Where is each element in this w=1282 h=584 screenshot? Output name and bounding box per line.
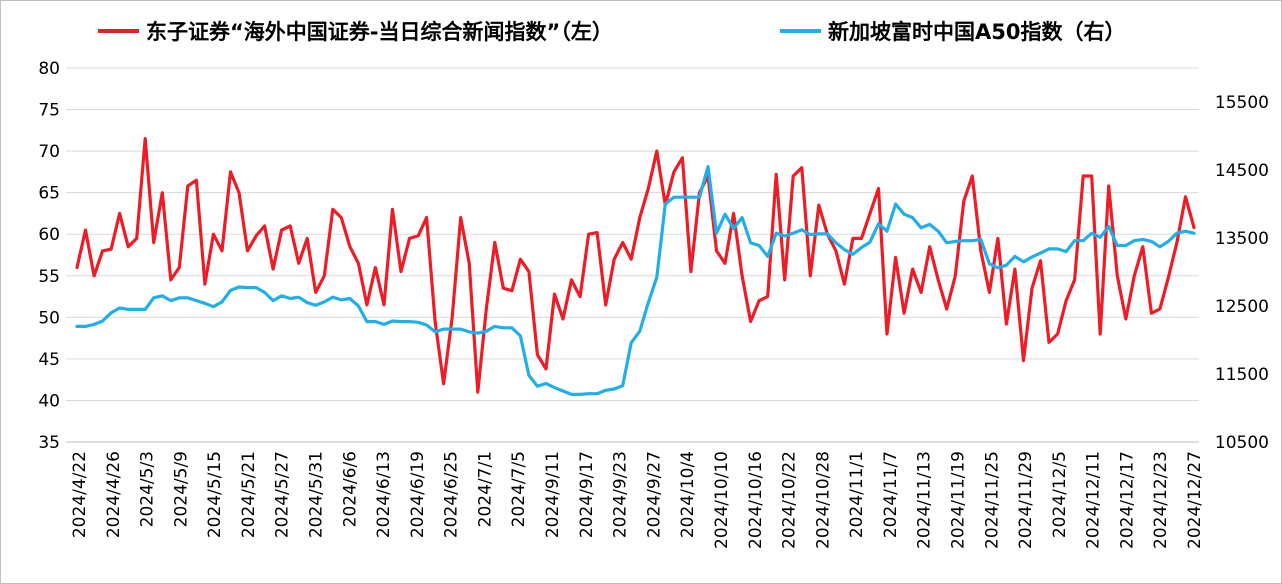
x-tick-label: 2024/11/25 (982, 451, 1002, 549)
x-tick-label: 2024/9/11 (543, 451, 563, 538)
series-line-a50-index (75, 165, 1196, 396)
right-tick-label: 11500 (1215, 365, 1269, 385)
x-tick-label: 2024/10/4 (678, 451, 698, 538)
x-tick-label: 2024/5/21 (239, 451, 259, 538)
left-tick-label: 45 (38, 350, 60, 370)
x-tick-label: 2024/9/23 (611, 451, 631, 538)
x-tick-label: 2024/5/27 (273, 451, 293, 538)
left-tick-label: 60 (38, 225, 60, 245)
x-tick-label: 2024/11/19 (948, 451, 968, 549)
gridlines (66, 67, 1199, 443)
x-tick-label: 2024/5/3 (138, 451, 158, 527)
legend: 东子证券“海外中国证券-当日综合新闻指数”（左） 新加坡富时中国A50指数（右） (98, 20, 1125, 44)
legend-label-news-index: 东子证券“海外中国证券-当日综合新闻指数”（左） (146, 20, 613, 44)
x-tick-label: 2024/9/17 (577, 451, 597, 538)
series-layer (75, 137, 1196, 396)
right-tick-label: 13500 (1215, 229, 1269, 249)
left-tick-label: 55 (38, 267, 60, 287)
x-tick-label: 2024/4/26 (104, 451, 124, 538)
x-tick-label: 2024/5/9 (171, 451, 191, 527)
x-tick-label: 2024/6/13 (374, 451, 394, 538)
x-tick-label: 2024/7/5 (509, 451, 529, 527)
x-axis-ticks: 2024/4/22 2024/4/26 2024/5/3 2024/5/9 2024/5… (70, 451, 1205, 549)
right-tick-label: 14500 (1215, 161, 1269, 181)
legend-label-a50-index: 新加坡富时中国A50指数（右） (828, 20, 1125, 44)
x-tick-label: 2024/11/7 (881, 451, 901, 538)
x-tick-label: 2024/12/5 (1050, 451, 1070, 538)
right-tick-label: 12500 (1215, 297, 1269, 317)
left-tick-label: 35 (38, 433, 60, 453)
left-tick-label: 40 (38, 391, 60, 411)
left-axis-ticks: 35 40 45 50 55 60 65 70 75 80 (38, 59, 60, 453)
x-tick-label: 2024/4/22 (70, 451, 90, 538)
x-tick-label: 2024/12/27 (1185, 451, 1205, 549)
right-tick-label: 10500 (1215, 433, 1269, 453)
x-tick-label: 2024/10/16 (746, 451, 766, 549)
left-tick-label: 65 (38, 184, 60, 204)
left-tick-label: 80 (38, 59, 60, 79)
x-tick-label: 2024/10/10 (712, 451, 732, 549)
right-axis-ticks: 10500 11500 12500 13500 14500 15500 (1215, 93, 1269, 453)
left-tick-label: 75 (38, 101, 60, 121)
x-tick-label: 2024/11/1 (847, 451, 867, 538)
x-tick-label: 2024/10/22 (780, 451, 800, 549)
x-tick-label: 2024/10/28 (813, 451, 833, 549)
x-tick-label: 2024/12/23 (1151, 451, 1171, 549)
x-tick-label: 2024/5/15 (205, 451, 225, 538)
x-tick-label: 2024/7/1 (475, 451, 495, 527)
x-tick-label: 2024/11/13 (915, 451, 935, 549)
x-tick-label: 2024/11/29 (1016, 451, 1036, 549)
left-tick-label: 50 (38, 308, 60, 328)
right-tick-label: 15500 (1215, 93, 1269, 113)
x-tick-label: 2024/6/25 (442, 451, 462, 538)
x-tick-label: 2024/12/17 (1117, 451, 1137, 549)
left-tick-label: 70 (38, 142, 60, 162)
series-line-news-index (75, 137, 1196, 394)
x-tick-label: 2024/12/11 (1084, 451, 1104, 549)
x-tick-label: 2024/6/19 (408, 451, 428, 538)
x-tick-label: 2024/9/27 (644, 451, 664, 538)
x-tick-label: 2024/5/31 (307, 451, 327, 538)
x-tick-label: 2024/6/6 (340, 451, 360, 527)
